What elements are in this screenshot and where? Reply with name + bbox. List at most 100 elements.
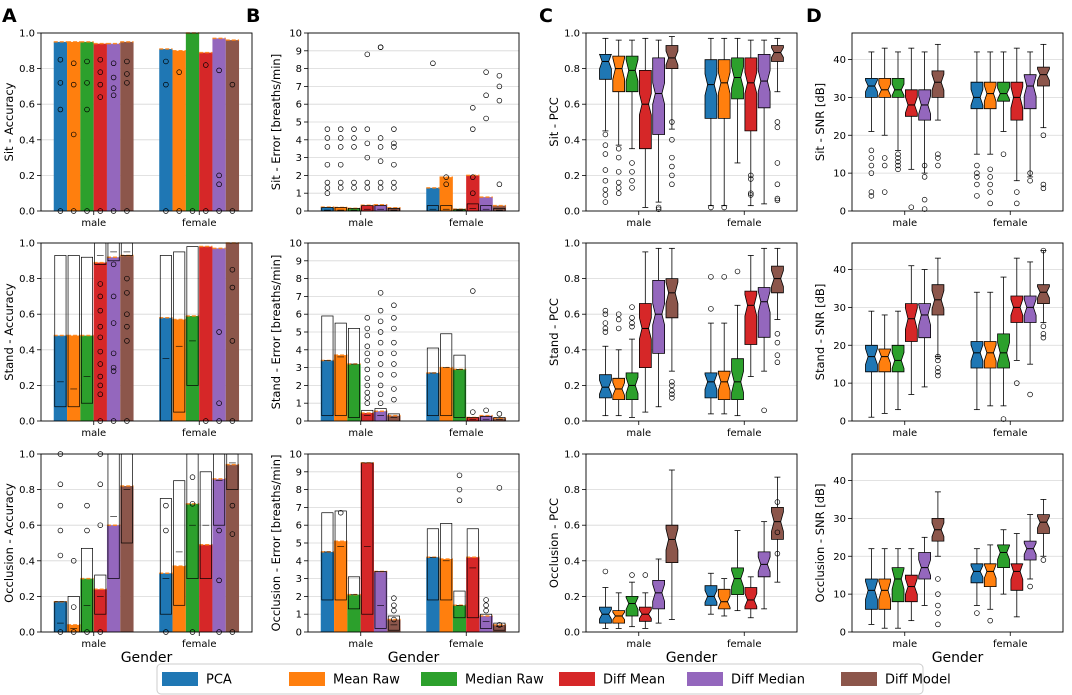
x-axis-label: Gender: [932, 650, 984, 666]
outlier-point: [774, 195, 781, 202]
bar: [360, 412, 374, 421]
outlier-point: [483, 115, 489, 122]
outlier-point: [377, 391, 384, 398]
outlier-point: [669, 119, 675, 125]
x-tick-label: male: [892, 218, 917, 229]
bar: [199, 52, 213, 211]
chart-B3: 0 1 2 3 4 5 6 7 8 9 10 male female Occlusion - Error …: [269, 450, 520, 666]
outlier-point: [774, 119, 781, 125]
legend-label: Diff Median: [731, 673, 805, 688]
box: [905, 303, 918, 342]
y-tick-label: 1.0: [19, 29, 35, 40]
outlier-point: [110, 350, 117, 357]
outlier-point: [708, 204, 714, 211]
outline-box: [440, 523, 453, 601]
outlier-point: [1040, 247, 1047, 254]
bar: [320, 551, 335, 632]
outlier-point: [351, 126, 357, 132]
outlier-point: [935, 369, 941, 375]
box: [757, 287, 771, 338]
x-tick-label: female: [449, 428, 483, 439]
outlier-point: [1027, 391, 1033, 398]
outlier-point: [895, 162, 901, 169]
outlier-point: [868, 170, 875, 176]
legend-label: Diff Model: [885, 673, 951, 688]
outlier-point: [774, 550, 781, 557]
bar: [492, 624, 507, 632]
outlier-point: [1040, 132, 1047, 139]
outlier-point: [97, 334, 104, 341]
y-tick-label: 20: [833, 552, 846, 563]
outlier-point: [615, 154, 622, 161]
outlier-point: [364, 343, 371, 349]
outlier-point: [229, 502, 236, 509]
y-tick-label: 0.0: [19, 207, 35, 218]
outline-box: [361, 462, 374, 615]
outlier-point: [868, 155, 875, 161]
outlier-point: [987, 200, 993, 207]
outlier-point: [669, 387, 675, 394]
box: [997, 333, 1010, 369]
bar: [199, 246, 213, 421]
y-tick-label: 0.2: [564, 171, 580, 182]
outlier-point: [935, 155, 941, 161]
outlier-point: [669, 379, 675, 385]
outlier-point: [97, 94, 104, 100]
outlier-point: [443, 174, 449, 180]
outlier-point: [774, 339, 781, 346]
outlier-point: [124, 323, 130, 330]
outlier-point: [1040, 334, 1047, 341]
outlier-point: [602, 568, 609, 575]
outlier-point: [483, 69, 489, 75]
outlier-point: [351, 185, 357, 191]
box: [665, 278, 679, 319]
outlier-point: [84, 502, 90, 509]
outlier-point: [110, 74, 117, 81]
outlier-point: [337, 185, 344, 191]
y-tick-label: 40: [833, 476, 846, 487]
outlier-point: [602, 329, 609, 335]
y-tick-label: 6: [296, 521, 302, 532]
outlier-point: [615, 145, 622, 152]
box: [717, 59, 731, 119]
outlier-point: [655, 206, 662, 212]
outlier-point: [163, 527, 169, 534]
y-tick-label: 0.4: [564, 556, 580, 567]
outlier-point: [97, 323, 104, 330]
outlier-point: [176, 69, 182, 75]
outlier-point: [496, 622, 503, 628]
outlier-point: [364, 140, 371, 147]
outlier-point: [708, 274, 714, 280]
y-tick-label: 5: [296, 539, 302, 550]
outlier-point: [1027, 170, 1033, 176]
box: [878, 78, 891, 98]
outlier-point: [921, 206, 928, 212]
bar: [93, 262, 107, 421]
x-tick-label: female: [449, 639, 483, 650]
outlier-point: [881, 155, 888, 161]
outlier-point: [496, 83, 503, 90]
outlier-point: [229, 531, 236, 537]
outline-box: [493, 622, 506, 631]
outlier-point: [483, 92, 489, 99]
y-tick-label: 0.4: [19, 345, 35, 356]
outline-box: [334, 510, 347, 601]
y-tick-label: 7: [296, 292, 302, 303]
outlier-point: [124, 58, 130, 65]
box: [625, 372, 639, 401]
y-tick-label: 3: [296, 363, 302, 374]
y-axis-label: Occlusion - SNR [dB]: [813, 484, 827, 603]
x-tick-label: male: [81, 218, 106, 229]
outlier-point: [364, 179, 371, 186]
outlier-point: [324, 126, 331, 132]
y-tick-label: 30: [833, 303, 846, 314]
outlier-point: [124, 338, 130, 344]
outlier-point: [364, 389, 371, 396]
y-tick-label: 10: [289, 239, 302, 250]
outlier-point: [974, 170, 980, 176]
outlier-point: [748, 192, 754, 198]
chart-D3: 0 10 20 30 40 male female Occlusion - SNR [dB] G…: [813, 453, 1064, 666]
outlier-point: [110, 320, 117, 326]
outlier-point: [189, 474, 196, 480]
y-axis-label: Sit - Error [breaths/min]: [269, 54, 283, 190]
